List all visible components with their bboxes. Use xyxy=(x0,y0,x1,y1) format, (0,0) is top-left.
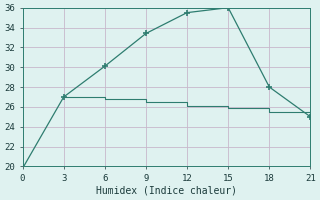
X-axis label: Humidex (Indice chaleur): Humidex (Indice chaleur) xyxy=(96,186,237,196)
